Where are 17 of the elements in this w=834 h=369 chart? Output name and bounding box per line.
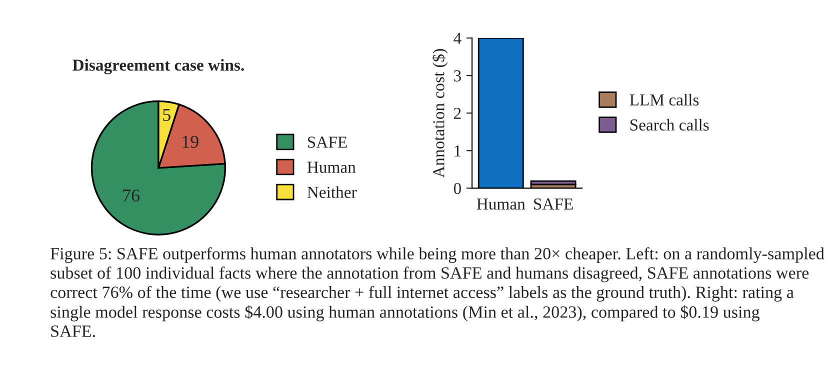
y-tick-label: 0 [454, 182, 461, 194]
y-tick-label: 1 [454, 145, 461, 156]
y-tick-label: 3 [454, 70, 461, 82]
y-axis-title: Annotation cost ($) [432, 49, 448, 178]
y-tick-label: 4 [454, 32, 462, 44]
legend-label: SAFE [308, 136, 347, 148]
legend-label: LLM calls [630, 94, 699, 106]
y-tick-label: 2 [454, 108, 461, 119]
chart-title: Disagreement case wins. [72, 59, 244, 74]
data-label: 5 [163, 109, 170, 122]
legend-label: Search calls [630, 118, 709, 131]
legend-label: Human [307, 162, 356, 173]
pie-slice [90, 100, 226, 236]
legend-label: Neither [307, 186, 357, 198]
data-label: 76 [123, 189, 140, 202]
data-label: 19 [182, 136, 198, 148]
caption: Figure 5: SAFE outperforms human annotators while being more than 20× cheaper. Left: on a randomly-sampled subset of 100 individual facts where the annotation from SAFE and humans disagreed, SAFE annotations were correct 76% of the time (we use “researcher + full internet access” labels as the ground truth). Right: rating a single model response costs $4.00 using human annotations (Min et al., 2023), compared to $0.19 using SAFE. [50, 247, 824, 338]
